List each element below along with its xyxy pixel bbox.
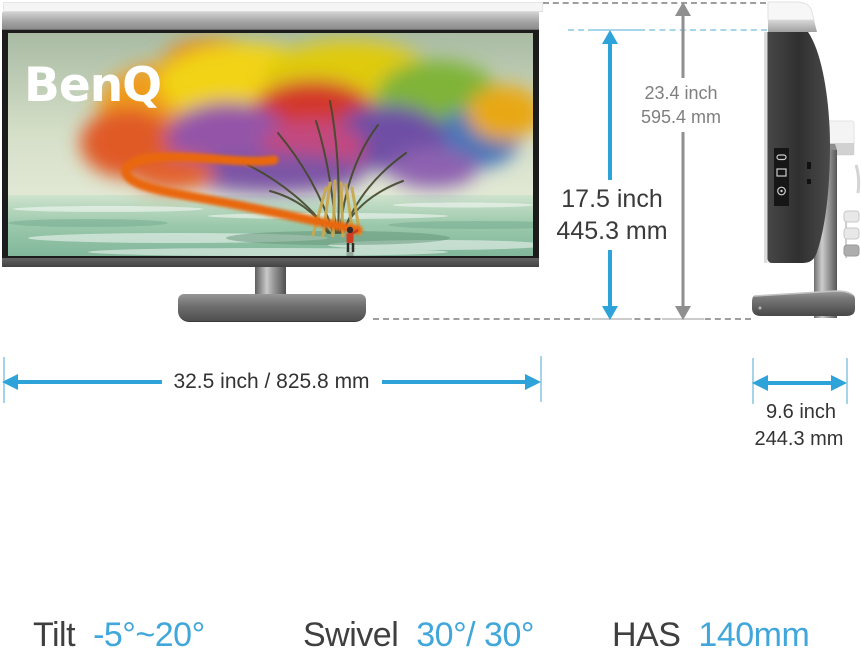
depth-arrow-line (764, 381, 835, 385)
height-total-mm: 595.4 mm (640, 107, 722, 127)
cable-hooks (843, 210, 860, 258)
swivel-label: Swivel (303, 616, 399, 654)
side-view-svg (752, 1, 861, 318)
has-label: HAS (612, 616, 681, 654)
guide-dash-panel-top (568, 29, 767, 31)
height-total-label: 23.4 inch 595.4 mm (631, 78, 731, 132)
front-bottom-bezel (2, 258, 539, 267)
height-panel-inches: 17.5 inch (561, 185, 663, 213)
side-monitor-body (767, 32, 830, 263)
height-total-arrow (675, 2, 691, 320)
height-panel-mm: 445.3 mm (556, 217, 668, 245)
depth-tick-right (846, 358, 848, 404)
height-total-inches: 23.4 inch (644, 83, 718, 103)
benq-logo: BenQ (24, 58, 161, 113)
front-raised-ghost-strip (3, 2, 543, 12)
artist-figure (346, 226, 359, 256)
width-tick-right (540, 356, 542, 402)
depth-arrow (752, 375, 847, 391)
width-label: 32.5 inch / 825.8 mm (161, 370, 382, 394)
side-panel-front-edge (764, 32, 768, 263)
screen-artwork: BenQ (8, 33, 533, 256)
front-stand-neck (255, 267, 286, 295)
feature-has: HAS 140mm (612, 616, 810, 655)
width-arrow: 32.5 inch / 825.8 mm (2, 370, 541, 394)
feature-swivel: Swivel 30°/ 30° (303, 616, 534, 655)
side-raised-ghost (767, 1, 815, 21)
front-monitor-screen: BenQ (2, 30, 539, 258)
depth-label-inches: 9.6 inch (765, 401, 837, 423)
guide-dash-bottom (373, 318, 751, 320)
cable (854, 164, 861, 194)
front-stand-base (178, 294, 366, 322)
tilt-value: -5°~20° (93, 616, 205, 654)
side-top-band (768, 20, 817, 32)
side-ports (774, 148, 811, 206)
height-panel-label: 17.5 inch 445.3 mm (547, 180, 677, 250)
tilt-label: Tilt (33, 616, 76, 654)
feature-tilt: Tilt -5°~20° (33, 616, 205, 655)
side-stand-base (752, 290, 855, 316)
height-total-arrow-line (681, 14, 685, 308)
smoke-cloud (80, 38, 533, 193)
swivel-value: 30°/ 30° (416, 616, 534, 654)
paint-ribbon (121, 152, 363, 235)
art-sea-shadows (8, 219, 533, 229)
side-view-monitor (738, 0, 861, 330)
height-panel-arrow-line (608, 42, 612, 308)
screen-artwork-svg: BenQ (8, 33, 533, 256)
front-top-bezel (2, 12, 539, 30)
art-tree-shadow (226, 231, 450, 245)
depth-label-mm: 244.3 mm (754, 428, 844, 450)
has-value: 140mm (698, 616, 810, 654)
height-panel-arrow (602, 30, 618, 320)
guide-dash-top (543, 2, 766, 4)
